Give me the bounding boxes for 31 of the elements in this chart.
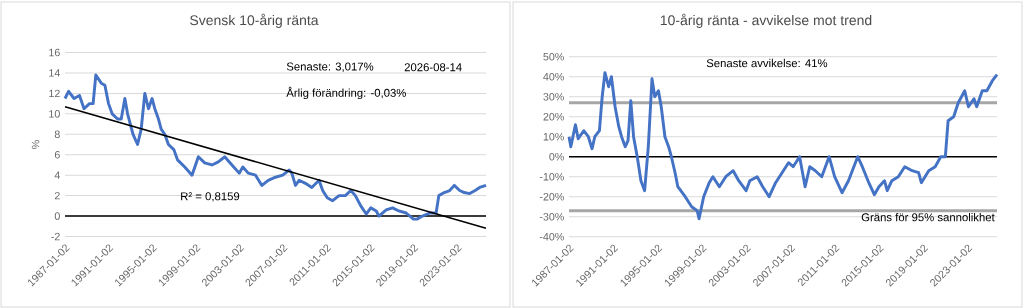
chart-title: Svensk 10-årig ränta	[190, 13, 319, 28]
y-tick-label: 20%	[543, 112, 564, 121]
y-tick-label: 12	[49, 89, 60, 98]
y-tick-label: 40%	[543, 72, 564, 81]
y-tick-label: 2	[54, 191, 60, 200]
y-tick-label: 30%	[543, 92, 564, 101]
annotation: R² = 0,8159	[181, 192, 240, 202]
y-tick-label: -30%	[539, 212, 564, 221]
annotation: 2026-08-14	[404, 63, 462, 72]
ref-line-label: Gräns för 95% sannolikhet	[861, 212, 995, 222]
y-tick-label: 8	[54, 130, 60, 139]
y-tick-label: 50%	[543, 52, 564, 61]
y-tick-label: 16	[49, 48, 60, 57]
y-tick-label: -20%	[539, 192, 564, 201]
y-tick-label: 0%	[549, 152, 564, 161]
y-tick-label: 10	[49, 110, 60, 118]
y-tick-label: -2	[51, 232, 60, 241]
annotation: Senaste avvikelse: 41%	[706, 58, 828, 68]
annotation: Senaste: 3,017%	[286, 62, 374, 72]
line-series	[63, 73, 488, 221]
y-tick-label: 14	[49, 69, 60, 77]
annotation: Årlig förändring: -0,03%	[286, 86, 406, 100]
y-tick-label: 4	[54, 171, 60, 179]
y-tick-label: -40%	[539, 232, 564, 241]
y-tick-label: 10%	[543, 132, 564, 141]
chart-title: 10-årig ränta - avvikelse mot trend	[660, 13, 872, 28]
y-tick-label: 0	[54, 212, 60, 220]
line-series	[567, 71, 999, 221]
y-tick-label: -10%	[539, 172, 564, 181]
y-axis-title: %	[31, 140, 40, 149]
y-tick-label: 6	[54, 150, 60, 159]
